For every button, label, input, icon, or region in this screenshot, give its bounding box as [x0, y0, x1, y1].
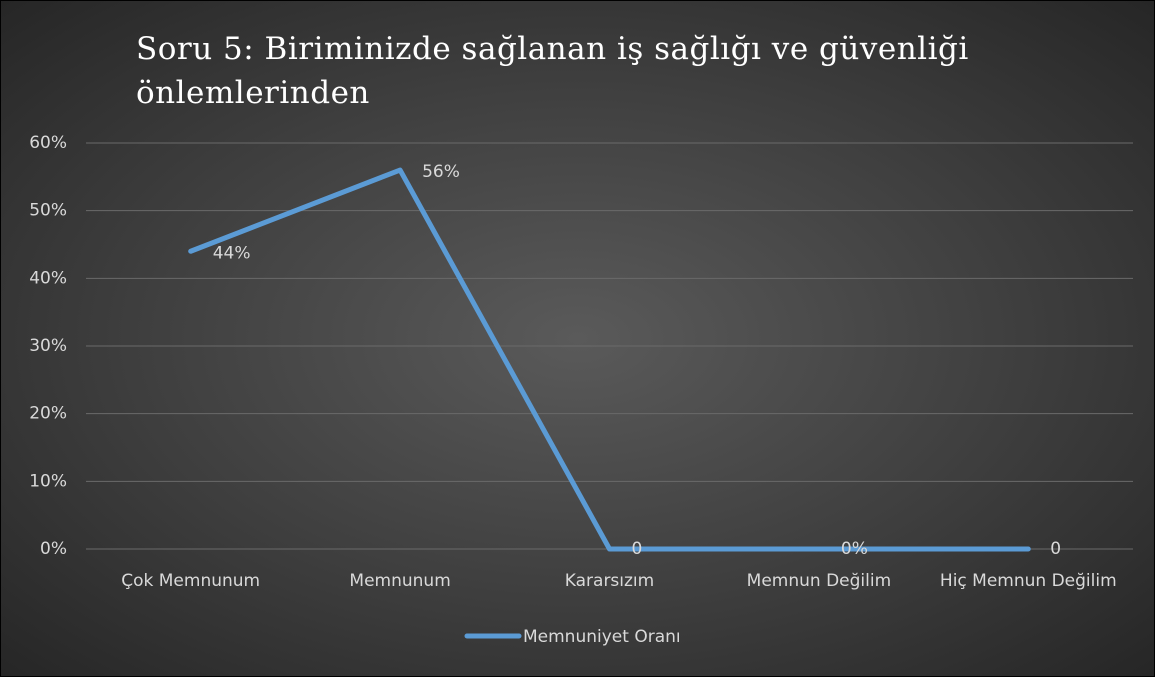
x-tick-label: Hiç Memnun Değilim: [940, 571, 1117, 591]
y-tick-label: 60%: [29, 133, 67, 153]
data-label: 0%: [841, 539, 868, 559]
line-series: [188, 167, 1031, 552]
data-label: 44%: [213, 243, 251, 263]
y-tick-label: 0%: [40, 539, 67, 559]
data-label: 0: [632, 539, 643, 559]
chart-title: Soru 5: Biriminizde sağlanan iş sağlığı …: [136, 31, 969, 111]
legend-label: Memnuniyet Oranı: [523, 627, 681, 647]
x-tick-label: Çok Memnunum: [121, 571, 260, 591]
y-tick-label: 40%: [29, 268, 67, 288]
x-tick-label: Kararsızım: [565, 571, 654, 591]
y-tick-label: 20%: [29, 404, 67, 424]
x-tick-label: Memnunum: [349, 571, 450, 591]
x-tick-label: Memnun Değilim: [747, 571, 891, 591]
y-tick-label: 10%: [29, 471, 67, 491]
y-tick-label: 50%: [29, 201, 67, 221]
data-label: 56%: [422, 162, 460, 182]
y-tick-label: 30%: [29, 336, 67, 356]
data-label: 0: [1050, 539, 1061, 559]
